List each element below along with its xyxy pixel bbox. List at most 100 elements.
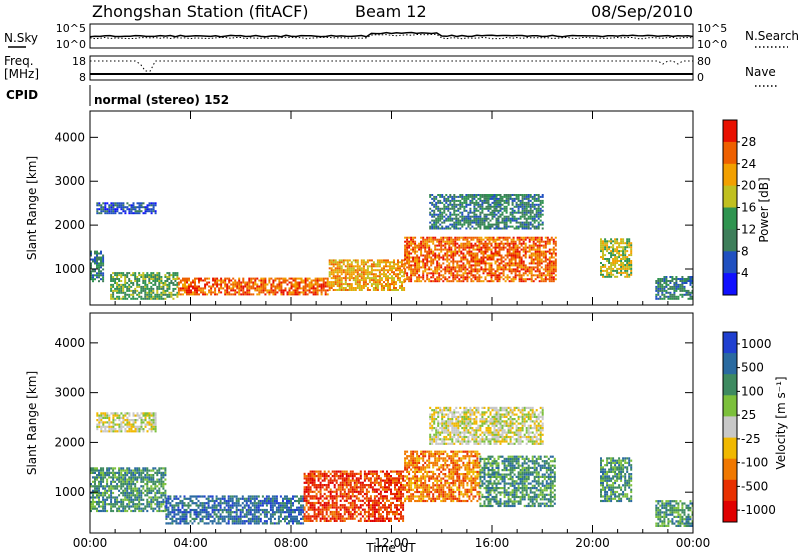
heatmap-cell (539, 237, 541, 239)
heatmap-cell (543, 274, 545, 276)
heatmap-cell (168, 292, 170, 294)
heatmap-cell (453, 224, 455, 226)
heatmap-cell (98, 503, 100, 505)
heatmap-cell (418, 268, 420, 270)
heatmap-cell (283, 293, 285, 295)
heatmap-cell (164, 474, 166, 476)
heatmap-cell (379, 283, 381, 285)
heatmap-cell (399, 277, 401, 279)
heatmap-cell (162, 474, 164, 476)
heatmap-cell (120, 505, 122, 507)
heatmap-cell (299, 278, 301, 280)
heatmap-cell (450, 266, 452, 268)
heatmap-cell (440, 251, 442, 253)
heatmap-cell (305, 286, 307, 288)
heatmap-cell (610, 242, 612, 244)
heatmap-cell (490, 212, 492, 214)
heatmap-cell (102, 472, 104, 474)
heatmap-cell (335, 263, 337, 265)
heatmap-cell (436, 255, 438, 257)
heatmap-cell (447, 210, 449, 212)
heatmap-cell (206, 513, 208, 515)
heatmap-cell (200, 280, 202, 282)
heatmap-cell (120, 288, 122, 290)
heatmap-cell (663, 298, 665, 300)
heatmap-cell (494, 212, 496, 214)
heatmap-cell (147, 424, 149, 426)
heatmap-cell (124, 276, 126, 278)
heatmap-cell (158, 472, 160, 474)
heatmap-cell (212, 507, 214, 509)
heatmap-cell (612, 264, 614, 266)
heatmap-cell (387, 275, 389, 277)
heatmap-cell (254, 282, 256, 284)
heatmap-cell (389, 277, 391, 279)
heatmap-cell (529, 270, 531, 272)
heatmap-cell (537, 237, 539, 239)
heatmap-cell (541, 239, 543, 241)
heatmap-cell (166, 296, 168, 298)
heatmap-cell (246, 286, 248, 288)
heatmap-cell (156, 274, 158, 276)
heatmap-cell (472, 268, 474, 270)
heatmap-cell (675, 280, 677, 282)
heatmap-cell (418, 247, 420, 249)
heatmap-cell (345, 289, 347, 291)
heatmap-cell (624, 252, 626, 254)
heatmap-cell (171, 520, 173, 522)
heatmap-cell (126, 202, 128, 204)
heatmap-cell (503, 247, 505, 249)
heatmap-cell (128, 294, 130, 296)
heatmap-cell (212, 286, 214, 288)
heatmap-cell (618, 250, 620, 252)
heatmap-cell (436, 272, 438, 274)
heatmap-cell (387, 271, 389, 273)
heatmap-cell (214, 291, 216, 293)
heatmap-cell (383, 273, 385, 275)
heatmap-cell (116, 208, 118, 210)
heatmap-cell (489, 266, 491, 268)
heatmap-cell (520, 222, 522, 224)
colorbar-tick-label: 12 (741, 222, 756, 236)
heatmap-cell (100, 251, 102, 253)
heatmap-cell (450, 274, 452, 276)
heatmap-cell (463, 196, 465, 198)
heatmap-cell (511, 247, 513, 249)
heatmap-cell (100, 510, 102, 512)
heatmap-cell (457, 200, 459, 202)
heatmap-cell (476, 276, 478, 278)
heatmap-cell (144, 490, 146, 492)
heatmap-cell (533, 280, 535, 282)
heatmap-cell (406, 257, 408, 259)
heatmap-cell (264, 282, 266, 284)
heatmap-cell (600, 242, 602, 244)
heatmap-cell (325, 282, 327, 284)
heatmap-cell (152, 501, 154, 503)
heatmap-cell (226, 286, 228, 288)
heatmap-cell (524, 202, 526, 204)
heatmap-cell (530, 228, 532, 230)
heatmap-cell (361, 271, 363, 273)
heatmap-cell (495, 278, 497, 280)
heatmap-cell (140, 494, 142, 496)
heatmap-cell (412, 261, 414, 263)
heatmap-cell (614, 266, 616, 268)
heatmap-cell (461, 204, 463, 206)
heatmap-cell (606, 246, 608, 248)
heatmap-cell (673, 282, 675, 284)
heatmap-cell (499, 239, 501, 241)
heatmap-cell (466, 243, 468, 245)
heatmap-cell (355, 281, 357, 283)
heatmap-cell (100, 472, 102, 474)
heatmap-cell (325, 284, 327, 286)
heatmap-cell (508, 226, 510, 228)
heatmap-cell (450, 270, 452, 272)
heatmap-cell (438, 262, 440, 264)
heatmap-cell (266, 284, 268, 286)
heatmap-cell (172, 294, 174, 296)
heatmap-cell (491, 278, 493, 280)
heatmap-cell (108, 424, 110, 426)
heatmap-cell (278, 278, 280, 280)
heatmap-cell (439, 224, 441, 226)
heatmap-cell (96, 259, 98, 261)
